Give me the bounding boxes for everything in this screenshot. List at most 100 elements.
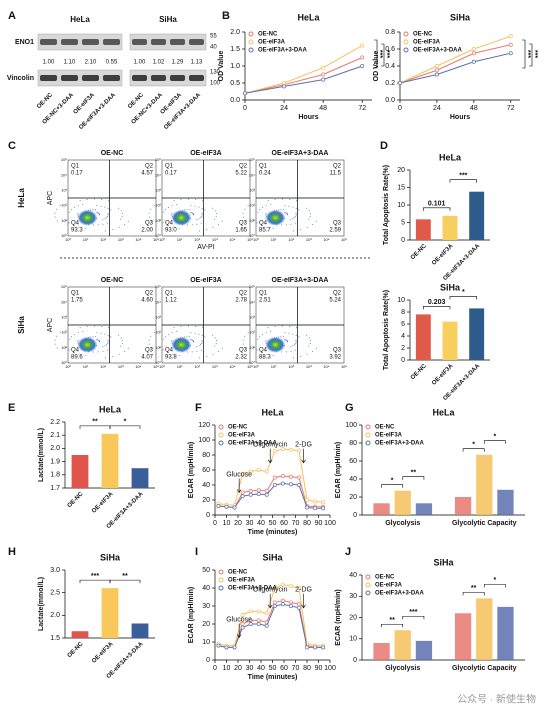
y-tick-label: 10¹ bbox=[61, 345, 67, 350]
event-dot bbox=[120, 218, 122, 220]
event-dot bbox=[121, 213, 123, 215]
y-tick-label: 10¹ bbox=[155, 345, 161, 350]
blot-membrane bbox=[129, 69, 207, 87]
chart-title: SiHa bbox=[262, 552, 283, 562]
point bbox=[297, 475, 301, 480]
x-tick-label: 10² bbox=[100, 237, 106, 242]
event-dot bbox=[272, 227, 274, 229]
x-tick-label: OE-eIF3A bbox=[91, 641, 115, 665]
y-tick-label: 10² bbox=[61, 330, 67, 335]
x-tick-label: 10⁵ bbox=[153, 364, 159, 369]
event-dot bbox=[215, 215, 217, 217]
blot-band bbox=[40, 39, 57, 45]
x-tick-label: 10¹ bbox=[271, 364, 277, 369]
event-dot bbox=[97, 212, 99, 214]
event-dot bbox=[292, 345, 294, 347]
y-tick-label: 30 bbox=[349, 593, 357, 600]
y-tick-label: 10¹ bbox=[155, 218, 161, 223]
x-tick-label: 10¹ bbox=[271, 237, 277, 242]
event-dot bbox=[187, 325, 189, 327]
event-dot bbox=[272, 354, 274, 356]
quadrant-name: Q1 bbox=[165, 291, 174, 297]
event-dot bbox=[148, 216, 150, 218]
legend-label: OE-eIF3A+3-DAA bbox=[228, 586, 278, 592]
event-dot bbox=[200, 349, 202, 351]
point bbox=[248, 489, 253, 493]
y-tick-label: 40 bbox=[202, 585, 210, 592]
sig-bracket bbox=[79, 579, 111, 584]
quadrant-name: Q4 bbox=[165, 221, 174, 227]
x-tick-label: 10³ bbox=[118, 364, 124, 369]
sig-bracket bbox=[449, 296, 477, 300]
y-tick-label: 10 bbox=[397, 297, 405, 304]
point bbox=[360, 43, 365, 48]
bar bbox=[373, 643, 390, 660]
event-dot bbox=[176, 330, 178, 332]
sig-label: *** bbox=[524, 50, 531, 58]
y-tick-label: 10² bbox=[249, 330, 255, 335]
x-tick-label: 10 bbox=[223, 665, 231, 672]
y-tick-label: 40 bbox=[349, 476, 357, 483]
event-dot bbox=[282, 209, 284, 211]
point bbox=[321, 500, 326, 505]
event-dot bbox=[188, 336, 190, 338]
event-dot bbox=[107, 341, 109, 343]
point bbox=[305, 645, 309, 650]
point bbox=[216, 504, 221, 508]
event-dot bbox=[79, 327, 81, 329]
x-tick-label: OE-eIF3A bbox=[431, 363, 455, 387]
event-dot bbox=[102, 350, 104, 352]
event-dot bbox=[259, 336, 261, 338]
legend-marker bbox=[403, 39, 409, 45]
point bbox=[305, 498, 309, 502]
y-tick-label: 10⁵ bbox=[61, 157, 67, 162]
point bbox=[280, 598, 285, 603]
event-dot bbox=[172, 353, 174, 355]
point bbox=[264, 611, 269, 616]
event-dot bbox=[201, 334, 203, 336]
event-dot bbox=[69, 211, 71, 213]
event-dot bbox=[165, 336, 167, 338]
x-tick-label: 70 bbox=[292, 665, 300, 672]
y-tick-label: 1.5 bbox=[50, 635, 60, 642]
sig-bracket bbox=[381, 623, 404, 628]
x-tick-label: 10² bbox=[100, 364, 106, 369]
point bbox=[313, 499, 317, 504]
event-dot bbox=[108, 200, 110, 202]
y-tick-label: 0.2 bbox=[385, 80, 395, 87]
event-dot bbox=[78, 353, 80, 355]
y-tick-label: 10³ bbox=[61, 187, 67, 192]
point bbox=[272, 475, 277, 480]
x-tick-label: 10² bbox=[194, 237, 200, 242]
event-dot bbox=[284, 339, 286, 341]
event-dot bbox=[68, 222, 70, 224]
quadrant-name: Q2 bbox=[333, 164, 342, 170]
point bbox=[297, 602, 301, 607]
injection-arrow bbox=[236, 478, 242, 494]
event-dot bbox=[150, 335, 152, 337]
injection-label: 2-DG bbox=[295, 587, 312, 594]
injection-arrow bbox=[301, 448, 306, 464]
event-dot bbox=[186, 351, 188, 353]
y-tick-label: 10⁰ bbox=[61, 233, 67, 238]
quant-label: 2.10 bbox=[85, 60, 97, 66]
event-dot bbox=[96, 212, 98, 214]
series-line bbox=[218, 583, 324, 647]
event-dot bbox=[242, 216, 244, 218]
point bbox=[297, 605, 301, 610]
event-dot bbox=[295, 342, 297, 344]
event-dot bbox=[153, 332, 155, 334]
y-tick-label: 2.5 bbox=[50, 590, 60, 597]
point bbox=[288, 447, 293, 452]
legend-label: OE-NC bbox=[228, 570, 248, 576]
point bbox=[282, 81, 287, 85]
event-dot bbox=[309, 342, 311, 344]
point bbox=[256, 622, 261, 626]
event-dot bbox=[212, 207, 214, 209]
event-dot bbox=[190, 332, 192, 334]
event-dot bbox=[295, 214, 297, 216]
point bbox=[321, 77, 326, 82]
point bbox=[264, 623, 269, 628]
event-dot bbox=[120, 345, 122, 347]
